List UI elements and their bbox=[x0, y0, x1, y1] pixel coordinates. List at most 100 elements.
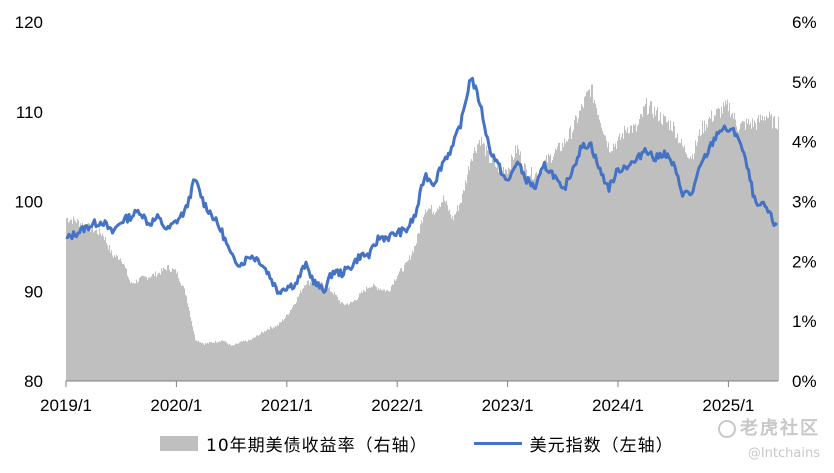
yield-area-bar bbox=[600, 123, 602, 381]
yield-area-bar bbox=[245, 340, 247, 381]
yield-area-bar bbox=[706, 124, 708, 381]
yield-area-bar bbox=[460, 203, 462, 381]
yield-area-bar bbox=[743, 121, 745, 382]
yield-area-bar bbox=[148, 277, 150, 381]
yield-area-bar bbox=[485, 155, 487, 381]
yield-area-bar bbox=[597, 115, 599, 382]
yield-area-bar bbox=[187, 303, 189, 381]
yield-area-bar bbox=[459, 204, 461, 381]
yield-area-bar bbox=[510, 169, 512, 381]
yield-area-bar bbox=[613, 143, 615, 381]
yield-area-bar bbox=[101, 235, 103, 381]
yield-area-bar bbox=[634, 125, 636, 382]
yield-area-bar bbox=[541, 167, 543, 381]
yield-area-bar bbox=[441, 202, 443, 381]
yield-area-bar bbox=[519, 154, 521, 381]
yield-area-bar bbox=[75, 221, 77, 381]
yield-area-bar bbox=[709, 116, 711, 381]
yield-area-bar bbox=[471, 159, 473, 381]
yield-area-bar bbox=[488, 151, 490, 381]
yield-area-bar bbox=[386, 290, 388, 381]
yield-area-bar bbox=[433, 211, 435, 381]
yield-area-bar bbox=[95, 230, 97, 381]
yield-area-bar bbox=[445, 202, 447, 381]
yield-area-bar bbox=[259, 334, 261, 381]
yield-area-bar bbox=[552, 160, 554, 381]
yield-area-bar bbox=[196, 340, 198, 381]
right-axis-tick-label: 2% bbox=[792, 252, 817, 271]
yield-area-bar bbox=[169, 269, 171, 381]
yield-area-bar bbox=[124, 264, 126, 381]
yield-area-bar bbox=[83, 227, 85, 381]
yield-area-bar bbox=[534, 177, 536, 381]
yield-area-bar bbox=[336, 295, 338, 381]
right-axis-tick-label: 3% bbox=[792, 193, 817, 212]
yield-area-bar bbox=[333, 294, 335, 381]
yield-area-bar bbox=[773, 117, 775, 381]
yield-area-bar bbox=[109, 245, 111, 381]
yield-area-bar bbox=[149, 277, 151, 381]
yield-area-bar bbox=[123, 263, 125, 381]
yield-area-bar bbox=[170, 271, 172, 381]
line-layer bbox=[65, 76, 778, 295]
yield-area-bar bbox=[178, 278, 180, 381]
yield-area-bar bbox=[490, 163, 492, 381]
yield-area-bar bbox=[698, 135, 700, 381]
yield-area-bar bbox=[322, 282, 324, 381]
yield-area-bar bbox=[345, 304, 347, 381]
yield-area-bar bbox=[665, 116, 667, 381]
yield-area-bar bbox=[182, 285, 184, 381]
yield-area-bar bbox=[323, 285, 325, 381]
yield-area-bar bbox=[194, 334, 196, 381]
yield-area-bar bbox=[747, 123, 749, 381]
yield-area-bar bbox=[531, 166, 533, 381]
yield-area-bar bbox=[582, 105, 584, 381]
yield-area-bar bbox=[85, 225, 87, 381]
yield-area-bar bbox=[551, 162, 553, 381]
yield-area-bar bbox=[199, 342, 201, 381]
yield-area-bar bbox=[652, 113, 654, 381]
yield-area-bar bbox=[673, 121, 675, 381]
yield-area-bar bbox=[695, 140, 697, 381]
yield-area-bar bbox=[651, 101, 653, 382]
yield-area-bar bbox=[549, 155, 551, 381]
yield-area-bar bbox=[370, 287, 372, 381]
yield-area-bar bbox=[542, 171, 544, 381]
yield-area-bar bbox=[761, 120, 763, 382]
yield-area-bar bbox=[151, 276, 153, 381]
yield-area-bar bbox=[625, 129, 627, 381]
yield-area-bar bbox=[764, 116, 766, 381]
yield-area-bar bbox=[300, 290, 302, 381]
yield-area-bar bbox=[759, 122, 761, 382]
yield-area-bar bbox=[117, 255, 119, 381]
yield-area-bar bbox=[712, 121, 714, 381]
yield-area-bar bbox=[329, 286, 331, 381]
yield-area-bar bbox=[341, 302, 343, 381]
yield-area-bar bbox=[105, 237, 107, 381]
yield-area-bar bbox=[705, 130, 707, 381]
yield-area-bar bbox=[154, 276, 156, 381]
yield-area-bar bbox=[367, 288, 369, 381]
yield-area-bar bbox=[501, 167, 503, 381]
yield-area-bar bbox=[578, 118, 580, 382]
yield-area-bar bbox=[493, 160, 495, 381]
yield-area-bar bbox=[702, 120, 704, 381]
yield-area-bar bbox=[522, 166, 524, 381]
yield-area-bar bbox=[352, 302, 354, 381]
yield-area-bar bbox=[346, 303, 348, 381]
yield-area-bar bbox=[291, 309, 293, 381]
yield-area-bar bbox=[140, 276, 142, 381]
yield-area-bar bbox=[206, 343, 208, 381]
yield-area-bar bbox=[606, 140, 608, 381]
yield-area-bar bbox=[728, 111, 730, 382]
yield-area-bar bbox=[710, 118, 712, 381]
yield-area-bar bbox=[691, 159, 693, 381]
yield-area-bar bbox=[398, 274, 400, 381]
yield-area-bar bbox=[520, 151, 522, 381]
yield-area-bar bbox=[389, 291, 391, 381]
yield-area-bar bbox=[457, 205, 459, 381]
yield-area-bar bbox=[251, 339, 253, 381]
yield-area-bar bbox=[281, 321, 283, 381]
yield-area-bar bbox=[249, 340, 251, 381]
yield-area-bar bbox=[410, 259, 412, 381]
